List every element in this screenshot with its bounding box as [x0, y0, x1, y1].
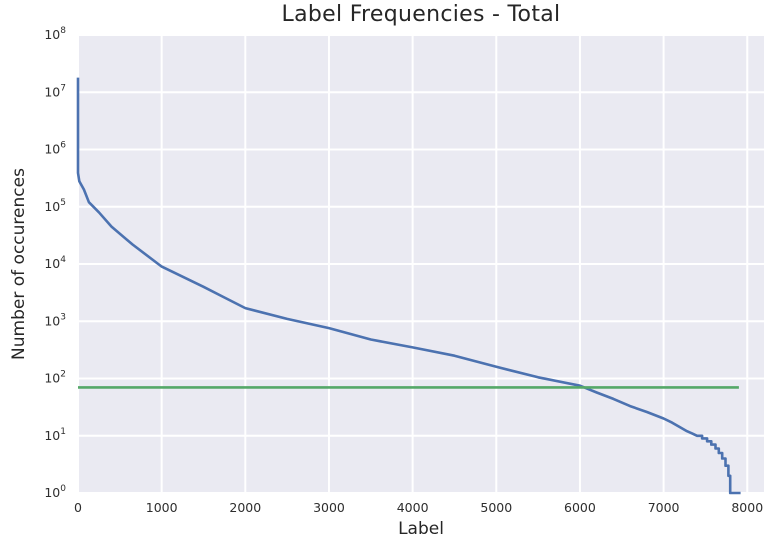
y-tick-label: 101	[44, 427, 66, 443]
x-tick-label: 2000	[229, 500, 261, 515]
x-tick-label: 5000	[480, 500, 512, 515]
y-tick-label: 105	[44, 198, 66, 214]
y-axis-label: Number of occurences	[9, 168, 29, 360]
y-tick-label: 100	[44, 484, 66, 500]
y-tick-label: 106	[44, 141, 66, 157]
chart-title: Label Frequencies - Total	[281, 2, 561, 27]
x-tick-label: 4000	[397, 500, 429, 515]
x-tick-label: 1000	[146, 500, 178, 515]
x-tick-label: 0	[74, 500, 82, 515]
y-tick-label: 107	[44, 83, 66, 99]
y-tick-label: 103	[44, 312, 66, 328]
x-tick-label: 7000	[648, 500, 680, 515]
x-tick-label: 8000	[731, 500, 763, 515]
y-tick-label: 108	[44, 26, 66, 42]
y-tick-label: 104	[44, 255, 66, 271]
x-axis-label: Label	[398, 519, 444, 539]
x-tick-label: 3000	[313, 500, 345, 515]
label-frequency-curve	[76, 77, 741, 495]
x-tick-label: 6000	[564, 500, 596, 515]
y-tick-label: 102	[44, 370, 66, 386]
